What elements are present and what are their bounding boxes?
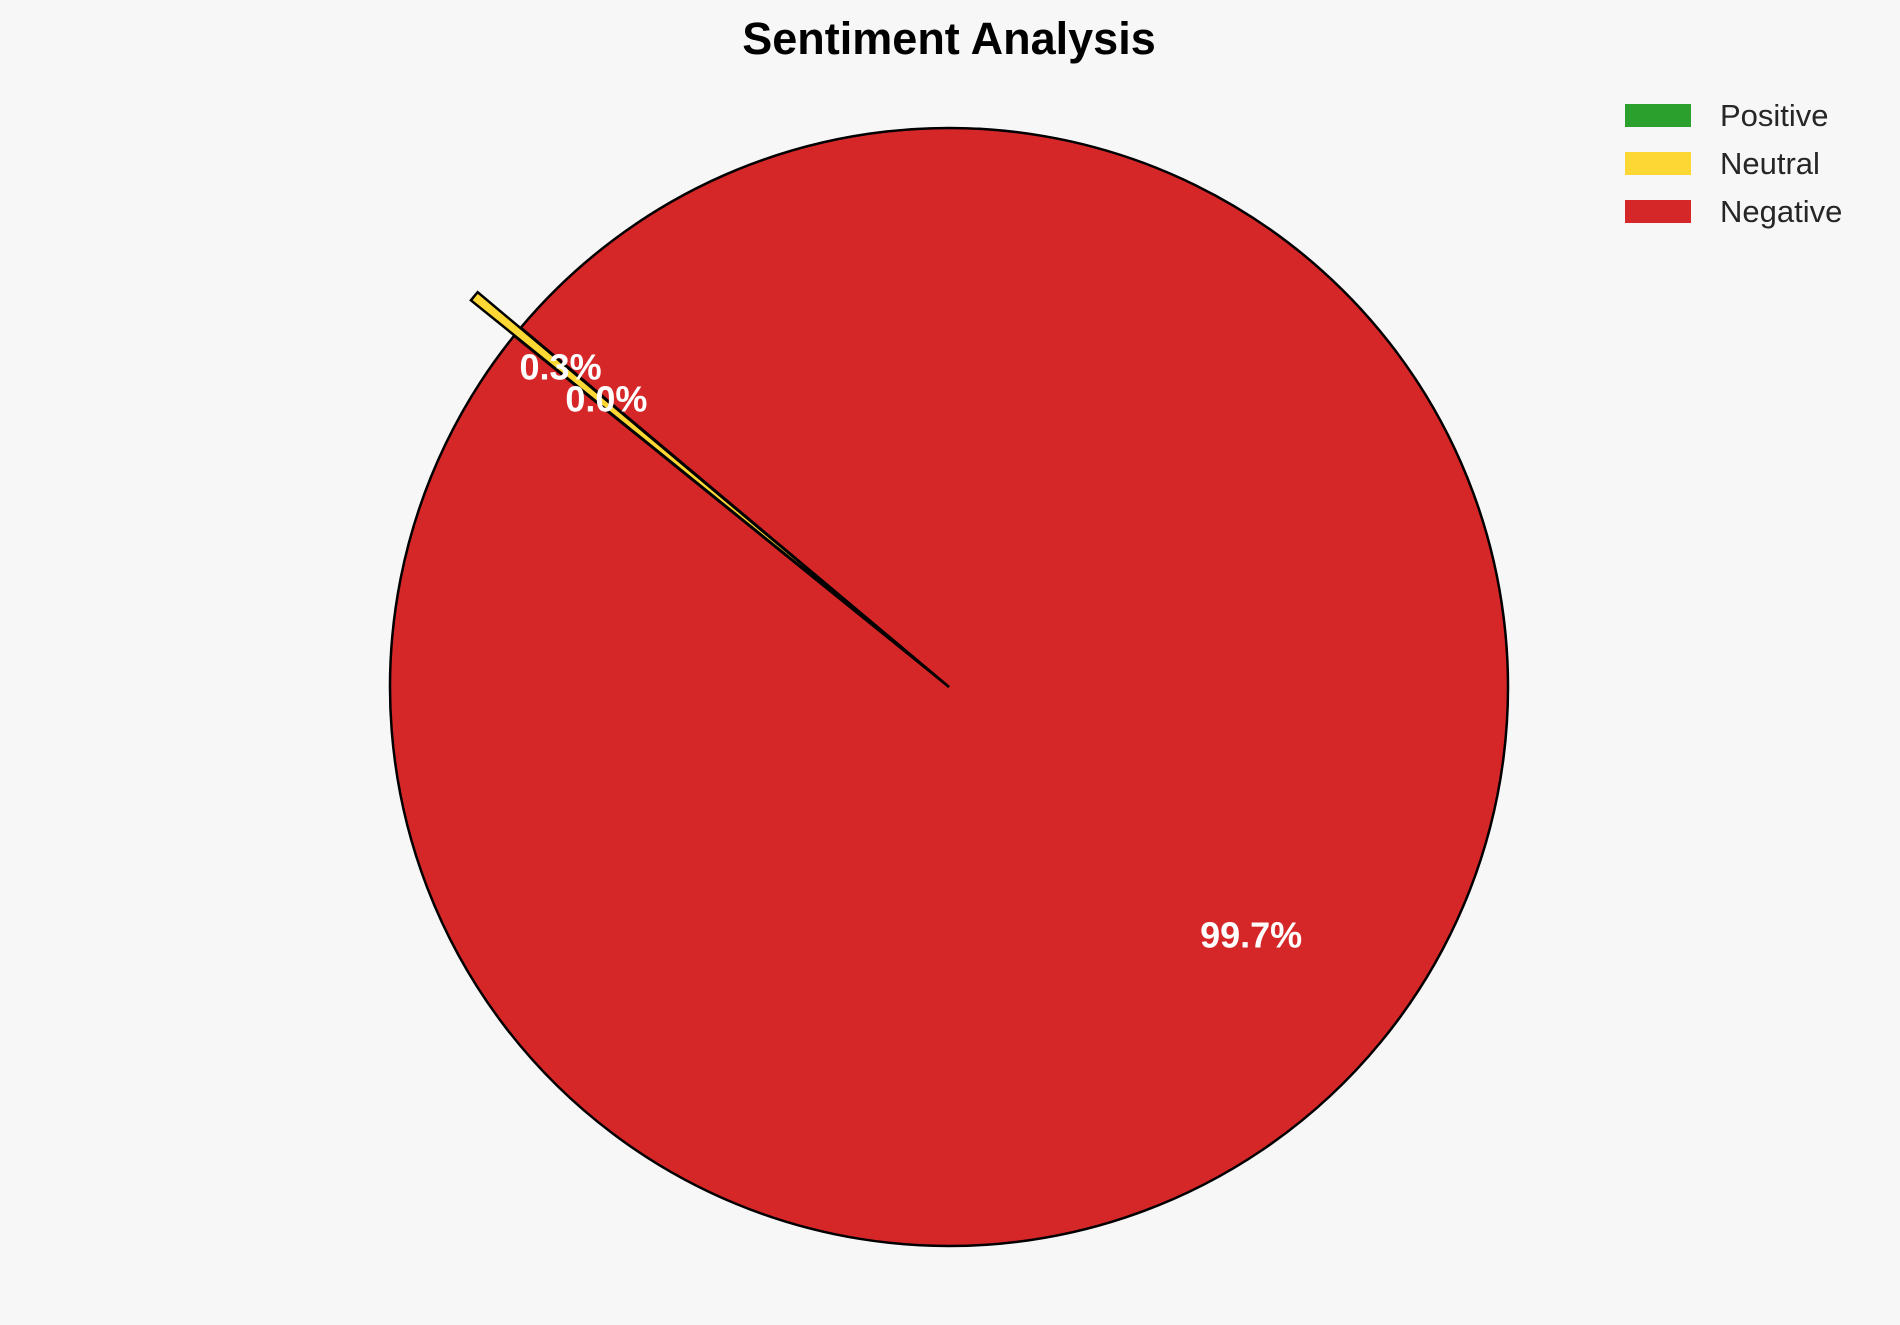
pie-label-negative: 99.7% xyxy=(1200,915,1302,956)
pie-label-neutral: 0.3% xyxy=(520,346,602,387)
legend: Positive Neutral Negative xyxy=(1625,98,1842,229)
pie-slices xyxy=(388,126,1510,1248)
legend-item-neutral: Neutral xyxy=(1625,146,1820,181)
legend-item-negative: Negative xyxy=(1625,194,1842,229)
legend-label: Positive xyxy=(1720,98,1829,133)
legend-label: Neutral xyxy=(1720,146,1820,181)
legend-swatch xyxy=(1625,104,1691,127)
legend-label: Negative xyxy=(1720,194,1842,229)
pie-slice-neutral xyxy=(469,290,907,653)
pie-label-positive: 0.0% xyxy=(565,379,647,420)
chart-title: Sentiment Analysis xyxy=(742,13,1155,64)
pie-slice-positive xyxy=(519,326,950,688)
pie-labels: 0.0%0.3% 99.7% xyxy=(520,346,1303,955)
legend-item-positive: Positive xyxy=(1625,98,1829,133)
legend-swatch xyxy=(1625,152,1691,175)
legend-swatch xyxy=(1625,200,1691,223)
